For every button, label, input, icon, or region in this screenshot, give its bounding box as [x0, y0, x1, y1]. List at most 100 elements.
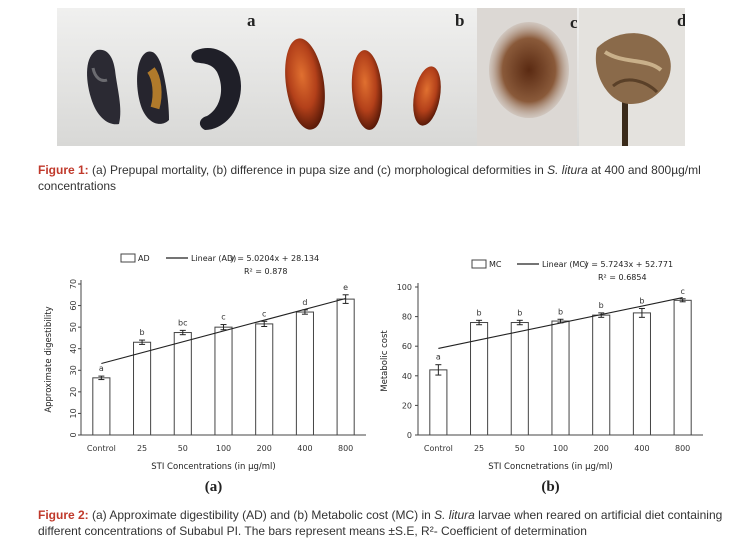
significance-letter: a [99, 364, 104, 373]
y-tick-label: 80 [402, 313, 412, 322]
x-tick-label: Control [87, 444, 116, 453]
bar [133, 341, 152, 436]
y-tick-label: 10 [69, 408, 78, 418]
trend-equation: y = 5.7243x + 52.771 [584, 260, 673, 269]
bar [336, 298, 355, 436]
y-axis-title: Metabolic cost [380, 330, 390, 392]
bar [173, 332, 192, 436]
x-tick-label: 50 [178, 444, 188, 453]
significance-letter: b [517, 308, 522, 317]
bar [295, 311, 314, 436]
trend-r2: R² = 0.878 [244, 267, 287, 276]
legend-bar-swatch [471, 259, 487, 269]
figure1-caption: Figure 1: (a) Prepupal mortality, (b) di… [38, 162, 728, 194]
panel-letter-c: c [570, 13, 578, 32]
prepupa-3 [191, 47, 241, 130]
x-axis-title: STI Concnetrations (in µg/ml) [488, 462, 612, 472]
prepupa-1 [87, 49, 121, 125]
significance-letter: d [302, 298, 307, 307]
significance-letter: b [639, 296, 644, 305]
chart-metabolic-cost: 0 20 40 60 80 100 a Control b 25 b 50 b 100 b 200 b 400 c 8… [380, 259, 703, 495]
legend-bar-swatch [120, 253, 136, 263]
y-axis-title: Approximate digestibility [44, 306, 54, 412]
y-tick-label: 0 [407, 431, 412, 440]
significance-letter: c [262, 309, 266, 318]
figure1-photo-strip: a b c d [57, 8, 685, 146]
y-tick-label: 50 [69, 322, 78, 332]
significance-letter: bc [178, 318, 187, 327]
x-axis-title: STI Concentrations (in µg/ml) [151, 462, 275, 472]
x-tick-label: 400 [634, 444, 649, 453]
x-tick-label: 100 [553, 444, 568, 453]
panel-letter-d: d [677, 11, 685, 30]
y-tick-label: 40 [69, 344, 78, 354]
panel-letter-b: b [455, 11, 465, 30]
y-tick-label: 60 [402, 342, 412, 351]
panel-letter-a: a [247, 11, 256, 30]
pupa-small [413, 66, 441, 126]
significance-letter: e [343, 283, 348, 292]
chart-approximate-digestibility: 0 10 20 30 40 50 60 70 a Control b 25 bc 50 c 100 c 200 d 4… [44, 253, 366, 495]
figure1-caption-species: S. litura [547, 163, 588, 177]
x-tick-label: 400 [297, 444, 312, 453]
significance-letter: b [599, 301, 604, 310]
y-tick-label: 60 [69, 300, 78, 310]
bar [551, 320, 570, 436]
figure2-caption: Figure 2: (a) Approximate digestibility … [38, 507, 738, 539]
legend-line-label: Linear (MC) [542, 260, 588, 269]
x-tick-label: 25 [474, 444, 484, 453]
figure1-caption-label: Figure 1: [38, 163, 89, 177]
trend-line [101, 297, 346, 365]
pupa-medium [351, 50, 383, 130]
figure1-caption-text: (a) Prepupal mortality, (b) difference i… [88, 163, 548, 177]
bar [592, 314, 611, 436]
y-tick-label: 0 [69, 432, 78, 437]
x-tick-label: 800 [338, 444, 353, 453]
figure2-caption-label: Figure 2: [38, 508, 89, 522]
x-tick-label: 800 [675, 444, 690, 453]
panel-tag: (a) [205, 479, 223, 495]
larvae-photo [57, 8, 685, 146]
significance-letter: c [221, 313, 225, 322]
prepupa-2 [137, 51, 169, 124]
x-tick-label: 200 [257, 444, 272, 453]
y-tick-label: 20 [69, 387, 78, 397]
bar [214, 326, 233, 436]
significance-letter: b [140, 328, 145, 337]
trend-equation: y = 5.0204x + 28.134 [230, 254, 319, 263]
figure2-caption-tail: larvae when reared on artificial diet co… [38, 508, 723, 538]
significance-letter: b [558, 307, 563, 316]
bar [429, 369, 448, 436]
deformed-pupa [489, 22, 569, 118]
pupa-large [285, 38, 325, 130]
y-tick-label: 100 [397, 283, 412, 292]
legend-line-label: Linear (AD) [191, 254, 236, 263]
x-tick-label: Control [424, 444, 453, 453]
bar [510, 322, 529, 436]
panel-tag: (b) [541, 479, 559, 495]
bar [92, 377, 111, 436]
x-tick-label: 50 [515, 444, 525, 453]
y-tick-label: 40 [402, 372, 412, 381]
figure1-caption-tail: at 400 and 800µg/ml concentrations [38, 163, 701, 193]
legend-bar-label: MC [489, 260, 502, 269]
significance-letter: b [477, 308, 482, 317]
y-tick-label: 20 [402, 401, 412, 410]
y-tick-label: 30 [69, 365, 78, 375]
y-tick-label: 70 [69, 279, 78, 289]
bar [632, 312, 651, 436]
bar [255, 323, 274, 436]
trend-r2: R² = 0.6854 [598, 273, 647, 282]
figure2-caption-text: (a) Approximate digestibility (AD) and (… [88, 508, 435, 522]
bar [673, 299, 692, 436]
deformed-adult [595, 33, 671, 146]
trend-line [438, 297, 683, 349]
legend-bar-label: AD [138, 254, 150, 263]
x-tick-label: 100 [216, 444, 231, 453]
figure2-caption-species: S. litura [434, 508, 475, 522]
x-tick-label: 200 [594, 444, 609, 453]
significance-letter: a [436, 353, 441, 362]
significance-letter: c [680, 287, 684, 296]
bar [470, 322, 489, 436]
x-tick-label: 25 [137, 444, 147, 453]
